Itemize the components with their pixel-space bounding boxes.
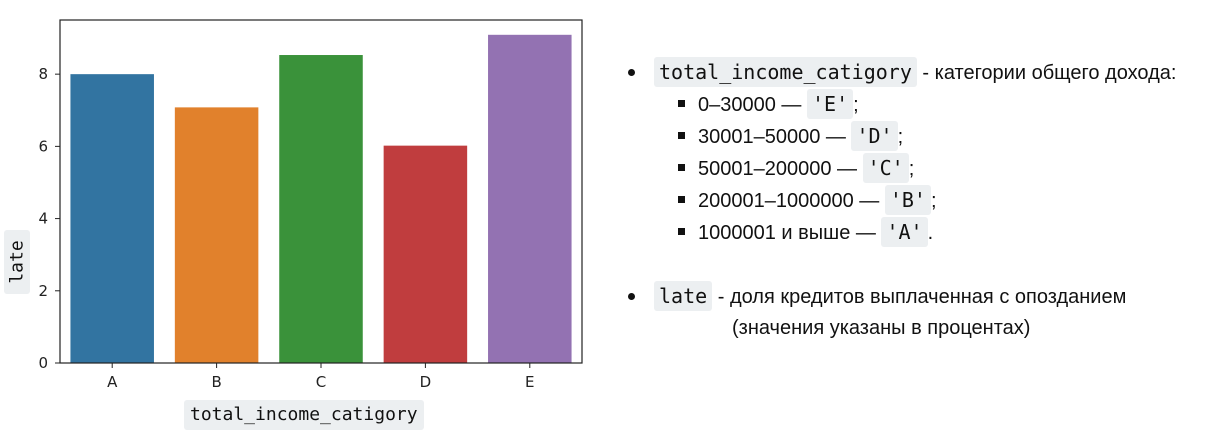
note-late-continued: (значения указаны в процентах) bbox=[628, 312, 1218, 344]
income-item-end: ; bbox=[930, 190, 937, 212]
income-item-d: 30001–50000 — 'D'; bbox=[628, 120, 1218, 152]
y-tick-label: 8 bbox=[38, 65, 48, 83]
income-code-value: 'C' bbox=[862, 153, 909, 183]
income-item-a: 1000001 и выше — 'A'. bbox=[628, 216, 1218, 248]
x-tick-label: C bbox=[316, 373, 326, 391]
income-range: 200001–1000000 — bbox=[698, 190, 885, 212]
late-description-continued: (значения указаны в процентах) bbox=[732, 317, 1031, 339]
late-description: - доля кредитов выплаченная с опозданием bbox=[712, 286, 1127, 308]
bar-b bbox=[174, 107, 259, 363]
bar-a bbox=[70, 74, 154, 363]
bullet-square-icon bbox=[678, 164, 685, 171]
note-late: late - доля кредитов выплаченная с опозд… bbox=[628, 280, 1218, 312]
income-range: 0–30000 — bbox=[698, 94, 807, 116]
y-tick-label: 6 bbox=[38, 137, 48, 155]
income-code-value: 'B' bbox=[884, 185, 931, 215]
income-range: 50001–200000 — bbox=[698, 158, 863, 180]
bullet-square-icon bbox=[678, 228, 685, 235]
income-item-b: 200001–1000000 — 'B'; bbox=[628, 184, 1218, 216]
bullet-square-icon bbox=[678, 132, 685, 139]
income-item-e: 0–30000 — 'E'; bbox=[628, 88, 1218, 120]
income-code-value: 'E' bbox=[806, 89, 854, 119]
x-tick-label: A bbox=[107, 373, 118, 391]
y-tick-label: 0 bbox=[38, 354, 48, 372]
y-axis-label-chip: late bbox=[4, 230, 30, 294]
income-description: - категории общего дохода: bbox=[916, 62, 1177, 84]
chart-canvas: 0 2 4 6 8 A B C D E bbox=[38, 19, 583, 391]
y-axis-label: late bbox=[6, 240, 28, 284]
late-code: late bbox=[654, 281, 713, 311]
income-item-end: . bbox=[927, 222, 934, 244]
income-item-end: ; bbox=[853, 94, 859, 116]
bullet-square-icon bbox=[678, 196, 685, 203]
income-code: total_income_catigory bbox=[654, 57, 917, 87]
income-item-c: 50001–200000 — 'C'; bbox=[628, 152, 1218, 184]
note-income: total_income_catigory - категории общего… bbox=[628, 56, 1218, 88]
bullet-dot-icon bbox=[628, 293, 635, 300]
bar-e bbox=[488, 34, 572, 363]
x-tick-label: B bbox=[211, 373, 221, 391]
x-tick-label: D bbox=[420, 373, 432, 391]
y-tick-label: 4 bbox=[38, 210, 48, 228]
income-item-end: ; bbox=[908, 158, 915, 180]
bullet-square-icon bbox=[678, 100, 685, 107]
x-tick-label: E bbox=[525, 373, 534, 391]
income-code-value: 'A' bbox=[881, 217, 928, 247]
legend-notes: total_income_catigory - категории общего… bbox=[628, 56, 1218, 344]
bullet-dot-icon bbox=[628, 69, 635, 76]
income-item-end: ; bbox=[897, 126, 904, 148]
y-tick-label: 2 bbox=[38, 282, 48, 300]
income-code-value: 'D' bbox=[851, 121, 898, 151]
bar-d bbox=[383, 145, 468, 363]
income-range: 30001–50000 — bbox=[698, 126, 852, 148]
x-axis-label: total_income_catigory bbox=[184, 400, 424, 430]
bar-c bbox=[279, 55, 363, 364]
income-range: 1000001 и выше — bbox=[698, 222, 882, 244]
bar-chart: 0 2 4 6 8 A B C D E total_income_catigory late bbox=[0, 0, 600, 436]
